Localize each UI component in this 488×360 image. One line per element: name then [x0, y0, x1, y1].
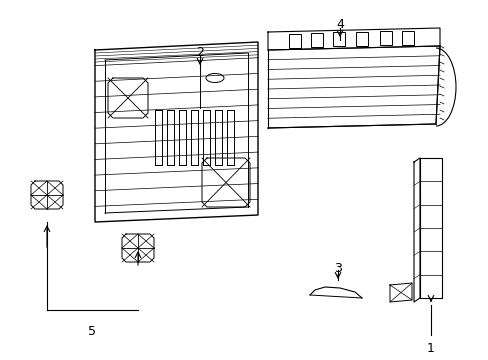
Bar [355, 32, 367, 46]
Bar [310, 33, 323, 47]
Text: 4: 4 [335, 18, 343, 31]
Text: 5: 5 [88, 325, 96, 338]
Bar [288, 33, 300, 48]
Text: 2: 2 [196, 46, 203, 59]
Text: 1: 1 [426, 342, 434, 355]
Bar [401, 31, 413, 45]
Bar [379, 31, 391, 45]
Bar [333, 32, 345, 46]
Text: 3: 3 [333, 262, 341, 275]
